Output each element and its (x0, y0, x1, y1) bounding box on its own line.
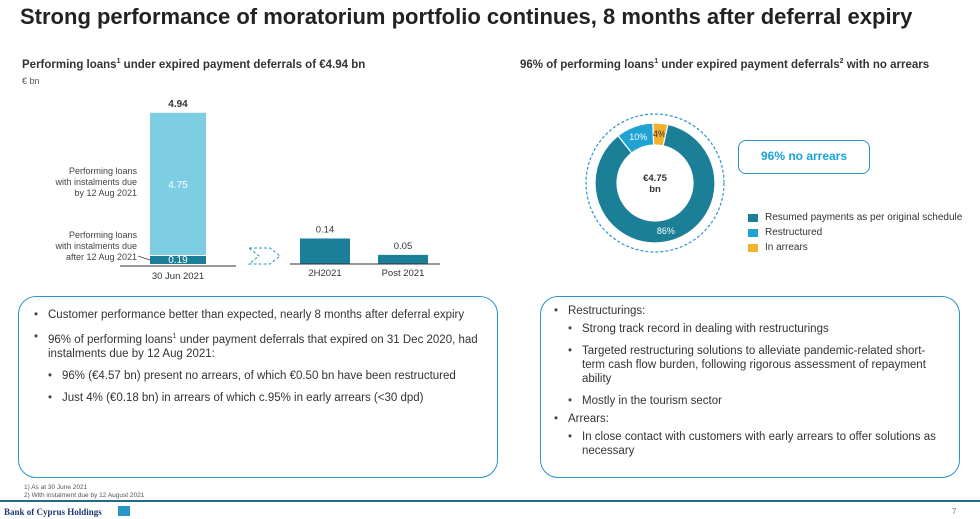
right-bullet-arrears: Arrears: (554, 412, 944, 426)
breakdown-bar (378, 254, 428, 264)
bar-desc-after-12aug-line: after 12 Aug 2021 (66, 252, 137, 262)
donut-slice-label-in: 4% (653, 129, 666, 139)
unit-label: € bn (22, 76, 40, 86)
breakdown-bar-label: 0.14 (316, 224, 335, 235)
legend-label-restructured: Restructured (765, 227, 823, 238)
legend-item-resumed: Resumed payments as per original schedul… (748, 210, 962, 225)
footer-divider (0, 500, 980, 502)
bar-desc-by-12aug-line: Performing loans (69, 166, 138, 176)
left-bullet-1: Customer performance better than expecte… (34, 308, 484, 322)
left-subbullet-2: Just 4% (€0.18 bn) in arrears of which c… (48, 391, 484, 405)
right-subbullet-1: Strong track record in dealing with rest… (568, 322, 944, 336)
bar-segment-after-12aug-label: 0.19 (168, 255, 188, 266)
right-subbullet-4: In close contact with customers with ear… (568, 430, 944, 458)
brand-name: Bank of Cyprus Holdings (4, 507, 102, 517)
page-number: 7 (952, 507, 957, 516)
footnote-1: 1) As at 30 June 2021 (24, 484, 88, 491)
donut-center-value: €4.75 (643, 173, 667, 184)
breakdown-category-label: 2H2021 (308, 268, 341, 279)
breakdown-bar (300, 238, 350, 264)
right-subbullet-2: Targeted restructuring solutions to alle… (568, 344, 944, 386)
legend-item-restructured: Restructured (748, 225, 962, 240)
brand-logo-icon (118, 506, 130, 516)
bar-segment-by-12aug-label: 4.75 (168, 180, 188, 191)
donut-slice-resumed (594, 123, 716, 244)
donut-slice-label-restructured: 10% (629, 132, 647, 142)
bar-desc-after-12aug-line: Performing loans (69, 230, 138, 240)
right-bullet-restructurings: Restructurings: (554, 304, 944, 318)
legend-swatch-arrears (748, 243, 758, 252)
left-chart-subtitle: Performing loans1 under expired payment … (22, 58, 366, 71)
bar-desc-after-12aug-line: with instalments due (54, 241, 137, 251)
legend-item-arrears: In arrears (748, 240, 962, 255)
bar-category-label: 30 Jun 2021 (152, 271, 204, 282)
left-bullets: Customer performance better than expecte… (34, 308, 484, 413)
donut-slice-label-resumed: 86% (657, 226, 675, 236)
right-subbullet-3: Mostly in the tourism sector (568, 394, 944, 408)
bar-desc-by-12aug-line: by 12 Aug 2021 (74, 188, 137, 198)
left-info-box (18, 296, 498, 478)
donut-outer-dashed-ring (585, 113, 725, 253)
bar-desc-by-12aug-line: with instalments due (54, 177, 137, 187)
page-title: Strong performance of moratorium portfol… (20, 4, 913, 29)
legend-label-resumed: Resumed payments as per original schedul… (765, 212, 963, 223)
right-info-box (540, 296, 960, 478)
left-bullet-2: 96% of performing loans1 under payment d… (34, 330, 484, 361)
donut-center-unit: bn (649, 184, 661, 195)
legend-swatch-resumed (748, 213, 758, 222)
no-arrears-callout: 96% no arrears (738, 140, 870, 174)
legend-swatch-restructured (748, 228, 758, 237)
bar-desc-leader-line (137, 255, 151, 261)
breakdown-category-label: Post 2021 (382, 268, 425, 279)
bar-segment-after-12aug (150, 256, 206, 264)
chevron-arrow-icon (247, 247, 281, 265)
footnote-2: 2) With instalment due by 12 August 2021 (24, 492, 145, 499)
legend-label-arrears: In arrears (765, 242, 808, 253)
bar-segment-by-12aug (150, 112, 206, 255)
bar-total-label: 4.94 (168, 99, 188, 110)
right-chart-subtitle: 96% of performing loans1 under expired p… (520, 58, 930, 71)
breakdown-bar-label: 0.05 (394, 241, 413, 252)
right-bullets: Restructurings: Strong track record in d… (554, 304, 944, 466)
donut-legend: Resumed payments as per original schedul… (748, 210, 962, 255)
left-subbullet-1: 96% (€4.57 bn) present no arrears, of wh… (48, 369, 484, 383)
